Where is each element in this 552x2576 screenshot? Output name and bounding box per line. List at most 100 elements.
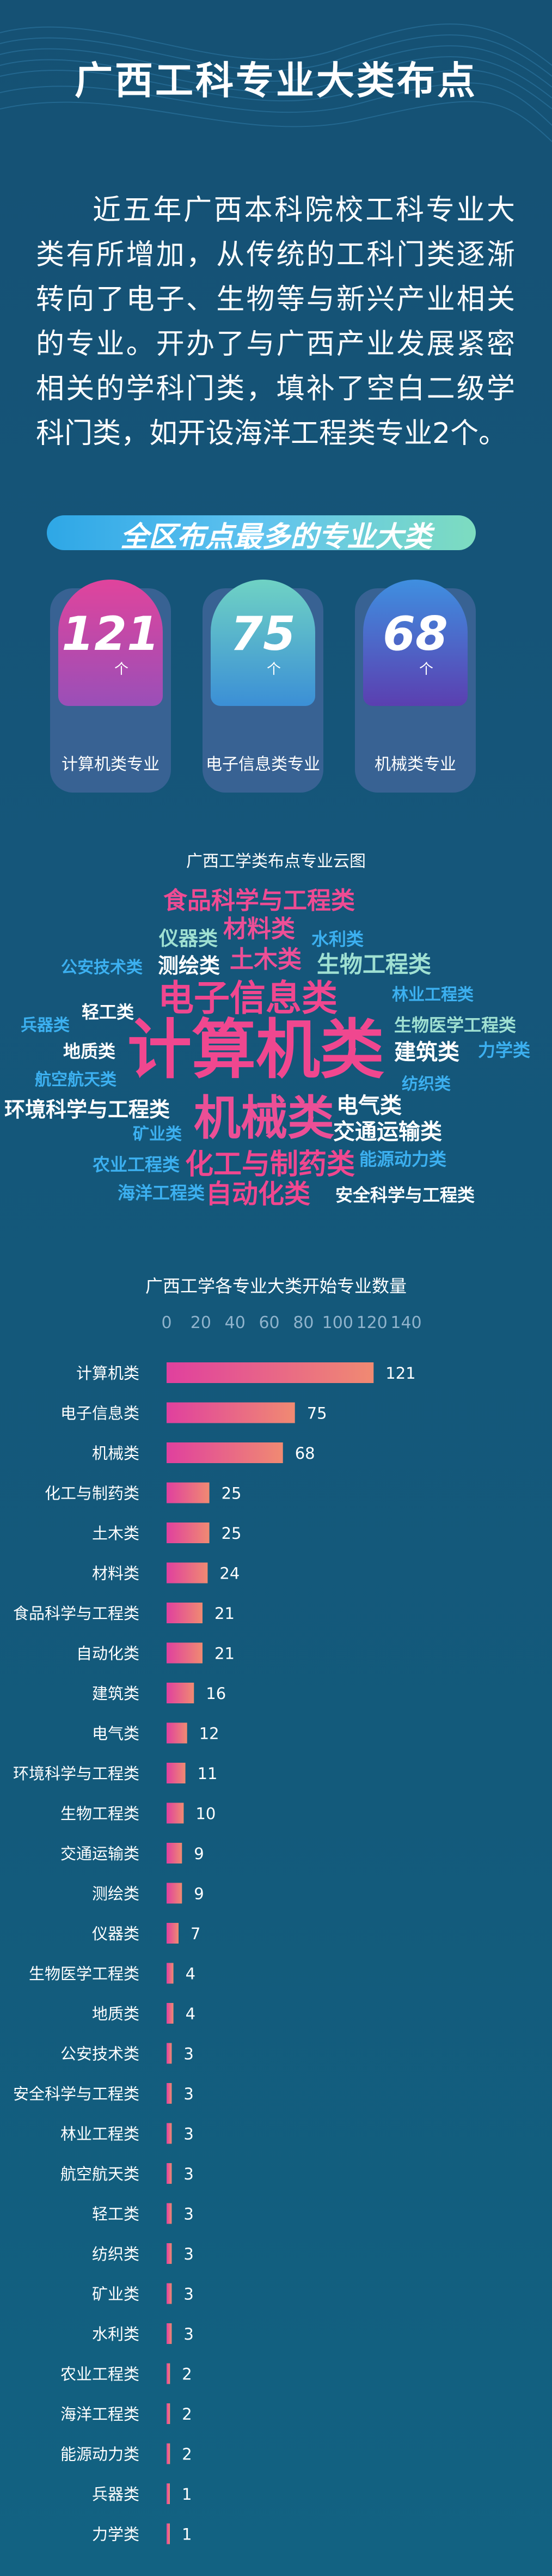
stat-number: 68	[383, 606, 448, 661]
cloud-word: 海洋工程类	[118, 1183, 205, 1203]
page-title: 广西工科专业大类布点	[75, 58, 477, 103]
cloud-word: 电气类	[336, 1093, 402, 1118]
bar	[167, 1683, 194, 1703]
stat-number: 121	[62, 606, 160, 661]
x-tick-label: 20	[191, 1313, 211, 1332]
category-label: 矿业类	[92, 2285, 139, 2304]
x-tick-label: 120	[357, 1313, 388, 1332]
header-wave-decoration	[0, 23, 552, 142]
cloud-word: 轻工类	[82, 1002, 134, 1022]
stat-card-electronics: 75 个 电子信息类专业	[203, 580, 323, 793]
data-label: 3	[183, 2085, 193, 2103]
data-label: 75	[307, 1404, 327, 1423]
category-label: 交通运输类	[60, 1844, 139, 1863]
category-label: 力学类	[92, 2525, 139, 2544]
stat-unit: 个	[114, 661, 128, 678]
bar	[167, 1722, 187, 1744]
bar	[167, 1763, 186, 1783]
bar	[167, 1642, 203, 1664]
bar	[167, 2483, 170, 2504]
category-label: 电子信息类	[60, 1404, 139, 1423]
bar	[167, 1562, 208, 1584]
cloud-word: 建筑类	[394, 1040, 459, 1065]
cloud-word: 航空航天类	[35, 1070, 116, 1089]
data-label: 25	[222, 1484, 242, 1503]
category-label: 测绘类	[92, 1885, 139, 1903]
category-label: 地质类	[92, 2005, 139, 2023]
bar	[167, 1442, 283, 1463]
stat-label: 计算机类专业	[62, 755, 160, 774]
data-label: 10	[195, 1805, 216, 1823]
category-label: 食品科学与工程类	[13, 1604, 139, 1623]
bar	[167, 1963, 174, 1984]
bar	[167, 1883, 182, 1904]
cloud-word: 公安技术类	[61, 958, 143, 977]
x-tick-label: 100	[322, 1313, 353, 1332]
data-label: 3	[183, 2205, 193, 2224]
cloud-word: 自动化类	[206, 1179, 311, 1209]
data-label: 1	[182, 2525, 192, 2544]
category-label: 海洋工程类	[60, 2405, 139, 2423]
category-label: 建筑类	[92, 1684, 139, 1703]
bar	[167, 2443, 170, 2464]
data-label: 21	[214, 1645, 235, 1663]
bar	[167, 2203, 172, 2224]
bar	[167, 2363, 170, 2384]
category-label: 能源动力类	[60, 2445, 139, 2464]
stat-badge: 68 个	[363, 580, 468, 706]
intro-paragraph: 近五年广西本科院校工科专业大类有所增加，从传统的工科门类逐渐转向了电子、生物等与…	[36, 194, 515, 450]
data-label: 3	[183, 2325, 193, 2343]
cloud-word: 矿业类	[133, 1125, 182, 1144]
cloud-word: 交通运输类	[333, 1119, 442, 1144]
bar	[167, 2323, 172, 2344]
data-label: 9	[194, 1885, 204, 1903]
data-label: 3	[183, 2045, 193, 2063]
stat-number: 75	[230, 606, 296, 661]
bar	[167, 1843, 182, 1864]
data-label: 68	[295, 1444, 315, 1463]
cloud-word: 安全科学与工程类	[335, 1185, 475, 1205]
category-label: 公安技术类	[60, 2045, 139, 2063]
category-label: 水利类	[92, 2325, 139, 2343]
section-heading: 全区布点最多的专业大类	[120, 521, 432, 553]
cloud-word: 林业工程类	[392, 985, 474, 1004]
cloud-word: 生物工程类	[317, 951, 432, 978]
data-label: 7	[191, 1925, 200, 1943]
data-label: 21	[214, 1604, 235, 1623]
category-label: 化工与制药类	[45, 1484, 139, 1503]
category-label: 纺织类	[92, 2245, 139, 2263]
bar	[167, 2043, 172, 2064]
data-label: 12	[199, 1725, 219, 1743]
section-heading-band	[47, 515, 476, 550]
data-label: 3	[183, 2285, 193, 2304]
data-label: 24	[219, 1564, 240, 1583]
data-label: 16	[206, 1684, 226, 1703]
data-label: 2	[182, 2365, 192, 2384]
cloud-word: 地质类	[63, 1041, 116, 1062]
stat-badge: 75 个	[211, 580, 315, 706]
category-label: 轻工类	[92, 2205, 139, 2224]
cloud-word: 计算机类	[127, 1012, 385, 1087]
data-label: 4	[186, 1965, 195, 1983]
cloud-word: 仪器类	[159, 928, 218, 950]
cloud-word: 电子信息类	[158, 977, 338, 1019]
data-label: 3	[183, 2165, 193, 2183]
category-label: 仪器类	[92, 1925, 139, 1943]
stat-badge: 121 个	[58, 580, 163, 706]
category-label: 安全科学与工程类	[13, 2085, 139, 2103]
cloud-word: 土木类	[230, 946, 302, 973]
category-label: 航空航天类	[60, 2165, 139, 2183]
x-tick-label: 140	[390, 1313, 421, 1332]
category-label: 材料类	[92, 1564, 139, 1583]
bar	[167, 2123, 172, 2144]
category-label: 土木类	[92, 1524, 139, 1543]
data-label: 9	[194, 1844, 204, 1863]
category-label: 自动化类	[76, 1645, 139, 1663]
x-tick-label: 60	[259, 1313, 279, 1332]
bar	[167, 2403, 170, 2424]
bar	[167, 1482, 210, 1503]
bar	[167, 1802, 184, 1824]
x-tick-label: 40	[225, 1313, 246, 1332]
cloud-word: 力学类	[478, 1040, 531, 1061]
